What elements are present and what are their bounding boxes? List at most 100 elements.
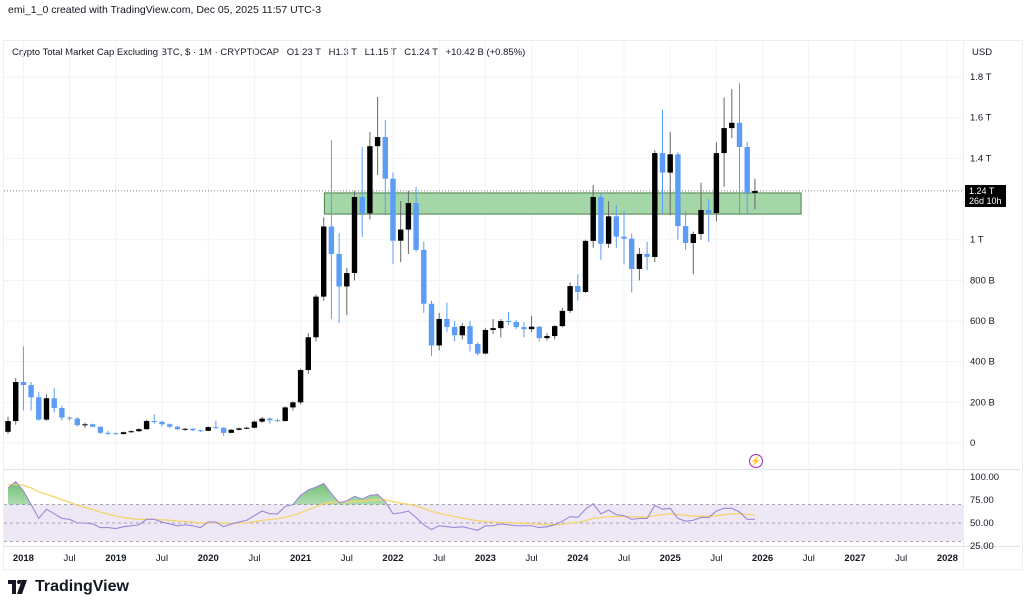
candle-up	[282, 407, 288, 422]
time-axis-label: 2027	[844, 553, 865, 564]
time-axis-label: Jul	[895, 553, 907, 564]
candle-down	[451, 326, 458, 336]
candle-up	[313, 296, 319, 338]
candle-down	[174, 426, 181, 430]
time-axis-label: 2021	[290, 553, 312, 564]
price-axis-label: 0	[970, 438, 975, 449]
candle-up	[528, 326, 535, 330]
rsi-ma-line	[7, 483, 755, 526]
candle-down	[151, 421, 157, 423]
candle-down	[682, 226, 689, 243]
candle-down	[36, 397, 42, 420]
candle-down	[213, 427, 219, 429]
price-axis-label: 1 T	[970, 235, 984, 246]
time-axis-divider	[3, 546, 1021, 547]
time-axis-label: Jul	[248, 553, 260, 564]
candle-down	[105, 432, 111, 434]
candle-up	[552, 326, 558, 337]
candle-down	[274, 420, 281, 422]
symbol-name[interactable]: Crypto Total Market Cap Excluding BTC, $…	[12, 47, 280, 58]
time-axis-label: 2028	[937, 553, 958, 564]
candle-up	[82, 424, 88, 426]
candle-down	[51, 398, 57, 409]
candle-up	[498, 321, 504, 329]
candle-down	[90, 424, 96, 427]
price-axis-label: 800 B	[970, 275, 995, 286]
candle-up	[290, 402, 296, 408]
price-axis-label: 1.8 T	[970, 72, 992, 83]
candle-up	[721, 128, 727, 154]
time-axis-label: Jul	[64, 553, 76, 564]
candle-up	[605, 216, 612, 244]
candle-up	[321, 226, 327, 297]
candle-down	[575, 286, 581, 292]
candle-down	[736, 122, 743, 147]
candle-down	[28, 385, 34, 398]
candle-up	[228, 429, 234, 433]
ohlc-close: C1.24 T	[404, 47, 438, 58]
candle-down	[390, 178, 396, 241]
bar-countdown: 26d 10h	[969, 196, 1002, 206]
last-price-tag: 1.24 T 26d 10h	[965, 185, 1006, 207]
price-axis-label: 400 B	[970, 357, 995, 368]
chart-credit: emi_1_0 created with TradingView.com, De…	[8, 4, 322, 16]
price-axis-label: 1.6 T	[970, 113, 992, 124]
candle-up	[351, 197, 358, 274]
candle-down	[382, 137, 388, 179]
rsi-line	[7, 480, 755, 531]
candle-up	[297, 370, 304, 403]
time-axis-label: Jul	[156, 553, 168, 564]
candle-up	[436, 318, 442, 346]
candle-down	[421, 249, 427, 304]
candle-up	[590, 197, 596, 241]
candle-down	[359, 197, 365, 214]
price-axis-label: 1.4 T	[970, 153, 992, 164]
candle-up	[398, 229, 404, 241]
ohlc-low: L1.15 T	[364, 47, 397, 58]
candle-down	[413, 203, 419, 250]
currency-label[interactable]: USD	[972, 47, 993, 58]
candle-down	[621, 236, 627, 239]
lightning-event-icon[interactable]: ⚡	[749, 454, 763, 468]
rsi-axis-label: 25.00	[970, 541, 994, 552]
candle-down	[744, 146, 750, 193]
pane-divider[interactable]	[3, 469, 1021, 470]
candle-down	[428, 303, 435, 346]
time-axis-label: 2023	[475, 553, 496, 564]
candle-down	[190, 428, 196, 431]
candle-up	[544, 336, 550, 339]
rsi-band-background	[4, 504, 963, 542]
candle-up	[259, 418, 265, 422]
time-axis-label: 2026	[752, 553, 773, 564]
candle-down	[197, 430, 204, 432]
candle-up	[729, 122, 735, 129]
candle-up	[136, 429, 142, 432]
candle-down	[521, 327, 527, 330]
time-axis-label: Jul	[803, 553, 815, 564]
candle-up	[5, 421, 11, 432]
rsi-axis-label: 50.00	[970, 518, 994, 529]
rsi-axis-label: 100.00	[970, 472, 999, 483]
candle-down	[659, 153, 666, 173]
ohlc-high: H1.3 T	[328, 47, 357, 58]
candle-down	[467, 326, 473, 344]
candle-up	[482, 329, 489, 354]
candle-down	[613, 216, 619, 237]
candle-up	[182, 428, 188, 430]
time-axis-label: 2022	[382, 553, 403, 564]
candle-down	[644, 253, 650, 257]
candle-down	[159, 421, 165, 425]
candle-up	[752, 190, 758, 193]
candle-down	[505, 321, 512, 323]
time-axis-label: 2019	[105, 553, 126, 564]
candle-down	[444, 318, 450, 327]
ohlc-open: O1.23 T	[286, 47, 321, 58]
candle-down	[220, 427, 227, 433]
candle-up	[305, 337, 311, 371]
candle-down	[267, 418, 273, 421]
tradingview-logo[interactable]: TradingView	[8, 578, 129, 596]
candle-down	[675, 154, 681, 227]
candle-down	[536, 326, 542, 339]
price-axis-label: 600 B	[970, 316, 995, 327]
